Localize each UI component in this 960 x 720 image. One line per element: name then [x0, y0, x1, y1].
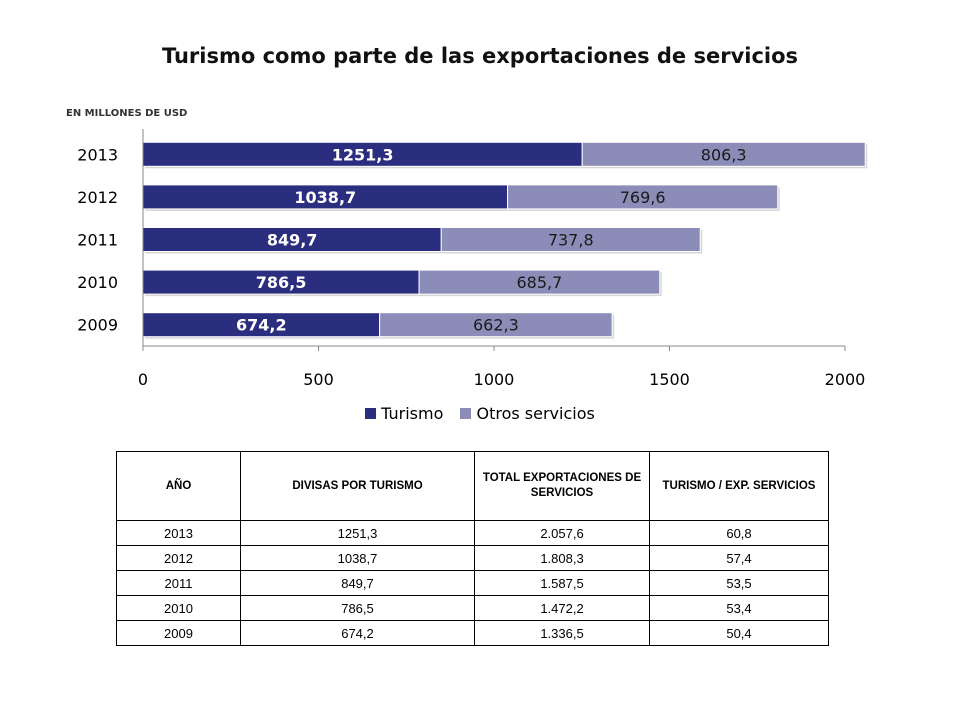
y-tick-label: 2010	[77, 273, 118, 292]
data-label-otros-servicios-2010: 685,7	[516, 273, 562, 292]
table-cell: 674,2	[240, 620, 475, 646]
table-row: 2009 674,2 1.336,5 50,4	[116, 620, 829, 646]
data-label-turismo-2013: 1251,3	[332, 145, 394, 164]
data-label-turismo-2009: 674,2	[236, 316, 287, 335]
table-cell: 1038,7	[240, 545, 475, 571]
chart-title: Turismo como parte de las exportaciones …	[161, 44, 799, 68]
header-divisas-por-turismo: DIVISAS POR TURISMO	[240, 451, 475, 521]
header-total-exportaciones: TOTAL EXPORTACIONES DE SERVICIOS	[474, 451, 650, 521]
data-label-otros-servicios-2013: 806,3	[701, 145, 747, 164]
data-label-turismo-2012: 1038,7	[294, 188, 356, 207]
table-cell: 849,7	[240, 570, 475, 596]
table-cell: 786,5	[240, 595, 475, 621]
bar-turismo-2010	[142, 269, 420, 295]
y-tick-label: 2013	[77, 145, 118, 164]
bar-otros-servicios-2012	[507, 184, 779, 210]
data-label-otros-servicios-2009: 662,3	[473, 316, 519, 335]
table-cell: 1251,3	[240, 520, 475, 546]
table-cell: 2013	[116, 520, 241, 546]
data-table: AÑO DIVISAS POR TURISMO TOTAL EXPORTACIO…	[116, 451, 829, 646]
table-row: 2012 1038,7 1.808,3 57,4	[116, 545, 829, 571]
table-cell: 2010	[116, 595, 241, 621]
table-row: 2010 786,5 1.472,2 53,4	[116, 595, 829, 621]
y-tick-label: 2011	[77, 231, 118, 250]
y-tick-label: 2009	[77, 316, 118, 335]
table-cell: 60,8	[649, 520, 829, 546]
header-ano: AÑO	[116, 451, 241, 521]
bar-otros-servicios-2011	[440, 227, 701, 252]
table-cell: 2012	[116, 545, 241, 571]
header-turismo-exp-servicios: TURISMO / EXP. SERVICIOS	[649, 451, 829, 521]
bar-chart: 2013 1251,3 806,3 2012 1038,7 769,6 2011 849,7 7…	[77, 129, 868, 389]
chart-legend: Turismo Otros servicios	[0, 404, 960, 423]
bar-turismo-2013	[142, 141, 583, 167]
legend-label-turismo: Turismo	[381, 404, 444, 423]
table-cell: 1.587,5	[474, 570, 650, 596]
x-tick-label: 1000	[474, 370, 515, 389]
table-cell: 2.057,6	[474, 520, 650, 546]
bar-otros-servicios-2013	[581, 141, 866, 167]
table-cell: 1.808,3	[474, 545, 650, 571]
data-label-turismo-2010: 786,5	[256, 273, 307, 292]
bar-otros-servicios-2010	[418, 269, 661, 295]
x-tick-label: 500	[303, 370, 334, 389]
data-label-turismo-2011: 849,7	[267, 231, 318, 250]
x-tick-label: 2000	[825, 370, 866, 389]
table-row: 2013 1251,3 2.057,6 60,8	[116, 520, 829, 546]
x-tick-label: 0	[138, 370, 148, 389]
table-cell: 53,5	[649, 570, 829, 596]
table-cell: 50,4	[649, 620, 829, 646]
unit-label: EN MILLONES DE USD	[66, 108, 188, 119]
data-label-otros-servicios-2011: 737,8	[548, 231, 594, 250]
x-tick-label: 1500	[649, 370, 690, 389]
legend-label-otros-servicios: Otros servicios	[476, 404, 595, 423]
table-cell: 2009	[116, 620, 241, 646]
table-cell: 1.472,2	[474, 595, 650, 621]
table-cell: 57,4	[649, 545, 829, 571]
legend-swatch-otros-servicios	[460, 408, 472, 419]
table-cell: 1.336,5	[474, 620, 650, 646]
table-cell: 2011	[116, 570, 241, 596]
y-tick-label: 2012	[77, 188, 118, 207]
table-cell: 53,4	[649, 595, 829, 621]
table-row: 2011 849,7 1.587,5 53,5	[116, 570, 829, 596]
table-header-row: AÑO DIVISAS POR TURISMO TOTAL EXPORTACIO…	[116, 451, 829, 521]
data-label-otros-servicios-2012: 769,6	[620, 188, 666, 207]
legend-swatch-turismo	[365, 408, 377, 419]
bar-otros-servicios-2009	[379, 312, 613, 338]
legend-item-turismo: Turismo	[365, 404, 443, 423]
legend-item-otros-servicios: Otros servicios	[460, 404, 595, 423]
